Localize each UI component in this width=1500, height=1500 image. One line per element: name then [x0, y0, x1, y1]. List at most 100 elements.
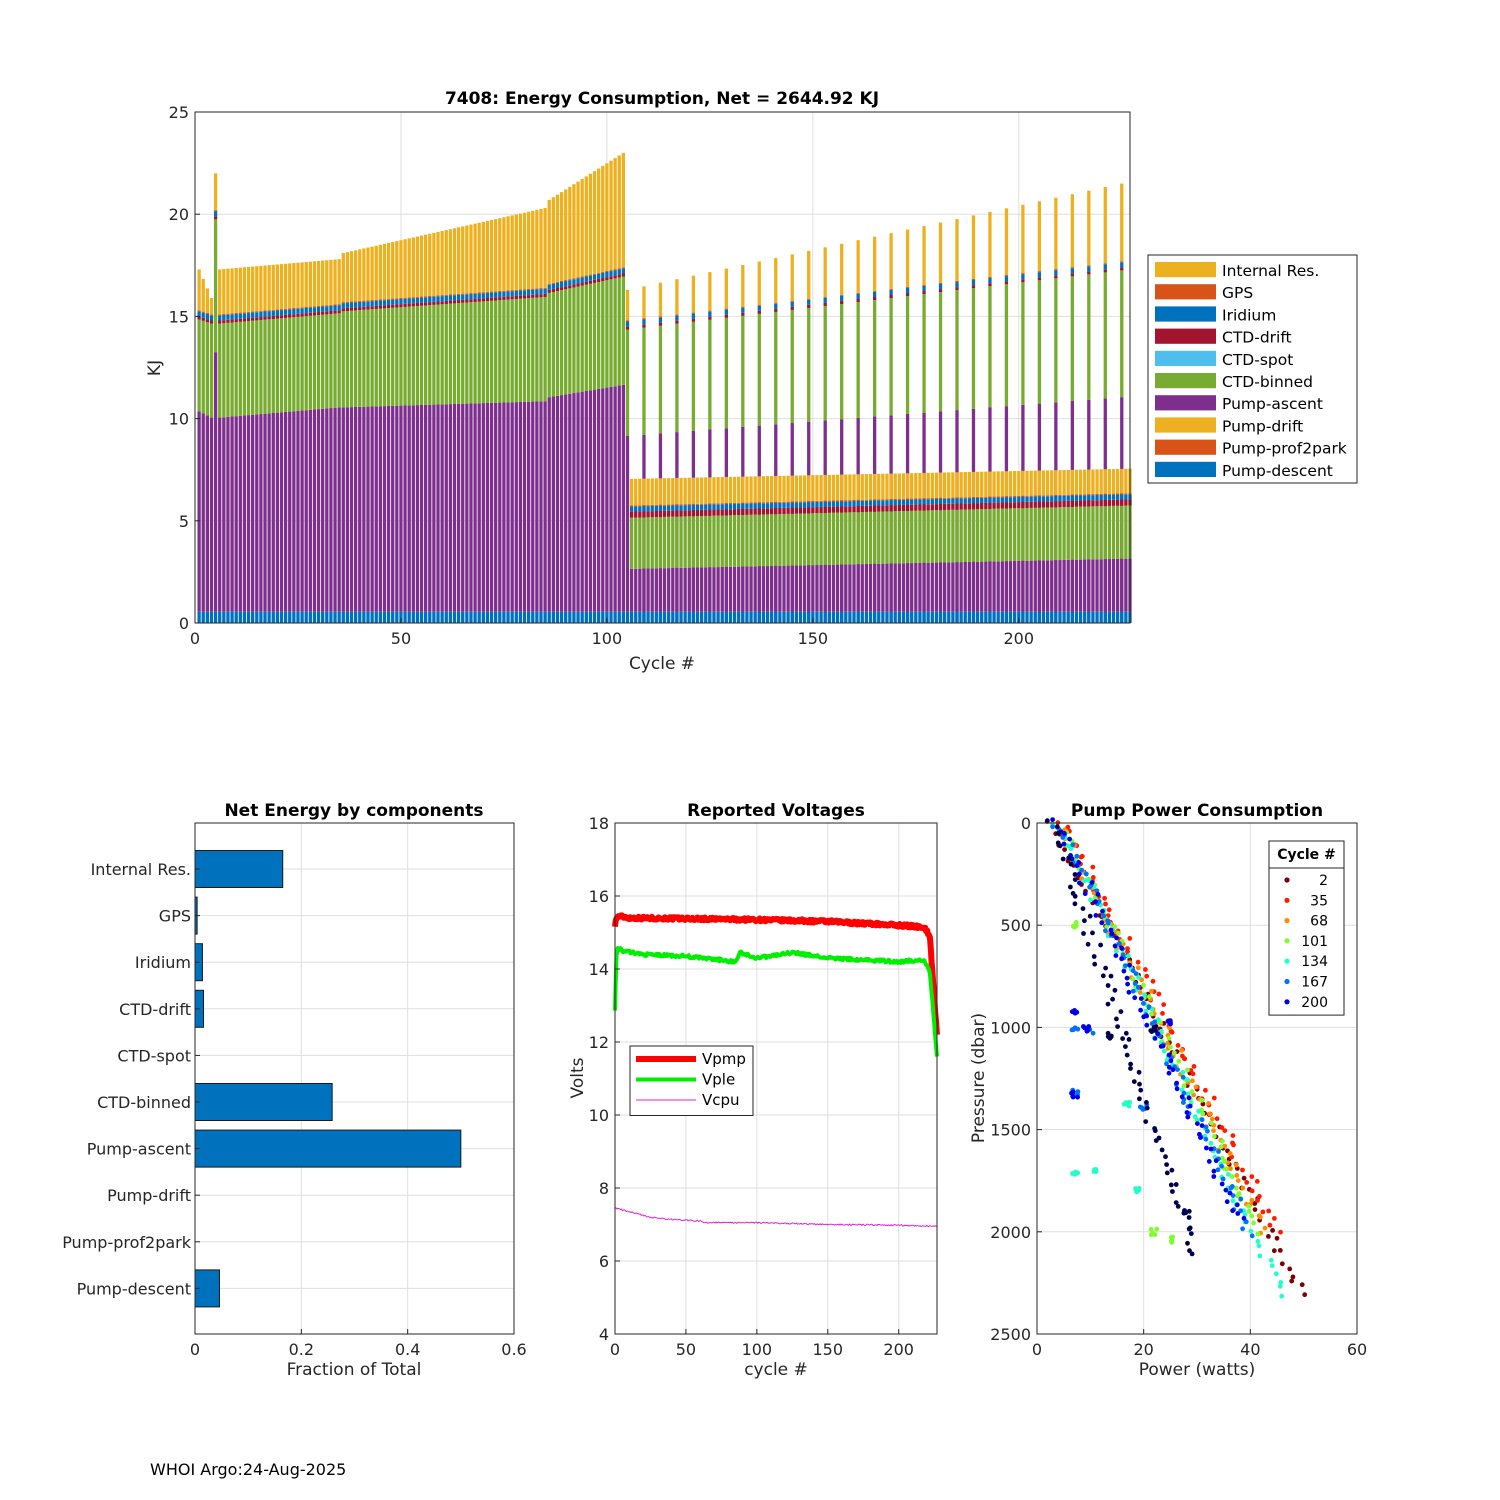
pump-point: [1240, 1226, 1245, 1232]
energy-bar-segment: [1078, 500, 1083, 507]
energy-bar-segment: [852, 611, 856, 623]
energy-bar-segment: [955, 497, 959, 499]
energy-bar-segment: [844, 512, 848, 565]
energy-bar-segment: [667, 510, 671, 517]
energy-bar-segment: [625, 435, 630, 612]
energy-bar-segment: [646, 611, 650, 623]
energy-bar-segment: [353, 406, 358, 612]
energy-bar-segment: [613, 275, 617, 279]
energy-bar-segment: [724, 308, 728, 310]
pump-point: [1249, 1174, 1255, 1179]
energy-bar-segment: [1000, 496, 1004, 498]
pump-point: [1278, 1280, 1284, 1285]
energy-bar-segment: [205, 319, 210, 323]
energy-bar-segment: [634, 506, 638, 512]
energy-bar-segment: [848, 512, 852, 565]
energy-bar-segment: [658, 322, 663, 326]
energy-bar-segment: [251, 311, 255, 313]
voltages-title: Reported Voltages: [687, 801, 865, 821]
energy-bar-cycle-92: [572, 184, 576, 623]
pump-legend-marker: [1284, 958, 1290, 964]
energy-bar-segment: [209, 323, 214, 418]
components-axes-background: [195, 823, 514, 1334]
energy-bar-segment: [531, 289, 535, 295]
energy-bar-segment: [831, 506, 836, 513]
energy-bar-segment: [564, 281, 568, 287]
energy-bar-segment: [617, 155, 621, 269]
energy-bar-segment: [823, 506, 827, 513]
energy-bar-segment: [1033, 501, 1037, 508]
energy-legend[interactable]: Internal Res.GPSIridiumCTD-driftCTD-spot…: [1147, 254, 1358, 484]
pump-point: [1176, 1058, 1182, 1064]
pump-point: [1137, 990, 1143, 995]
energy-bar-segment: [1091, 495, 1095, 501]
energy-bar-segment: [230, 416, 234, 612]
energy-bar-cycle-125: [708, 477, 712, 623]
pump-point: [1072, 1010, 1078, 1016]
energy-bar-segment: [716, 567, 720, 612]
energy-bar-segment: [531, 210, 535, 289]
energy-bar-cycle-151: [815, 475, 819, 623]
energy-bar-segment: [506, 291, 510, 297]
energy-bar-segment: [761, 514, 766, 567]
energy-bar-segment: [1099, 500, 1103, 507]
energy-bar-segment: [642, 324, 646, 328]
pump-point: [1203, 1087, 1208, 1093]
energy-bar-cycle-197: [1004, 471, 1009, 623]
energy-bar-segment: [201, 317, 205, 321]
energy-bar-segment: [728, 476, 733, 504]
energy-bar-cycle-211: [1062, 470, 1066, 623]
energy-bar-segment: [782, 565, 786, 612]
energy-bar-segment: [316, 611, 321, 623]
energy-bar-segment: [1095, 494, 1099, 496]
pump-series-225: [1044, 818, 1195, 1257]
energy-bar-segment: [951, 562, 955, 612]
energy-bar-segment: [1037, 277, 1042, 281]
energy-bar-segment: [502, 296, 506, 300]
energy-bar-segment: [959, 497, 963, 499]
energy-bar-segment: [502, 290, 506, 292]
energy-bar-segment: [807, 307, 811, 422]
energy-bar-segment: [1087, 266, 1091, 272]
energy-bar-segment: [905, 296, 910, 414]
energy-bar-segment: [288, 309, 292, 315]
energy-bar-segment: [325, 611, 329, 623]
energy-legend-item: CTD-spot: [1155, 350, 1293, 369]
pump-point: [1126, 989, 1132, 995]
energy-bar-segment: [1120, 558, 1124, 612]
energy-bar-segment: [444, 404, 448, 612]
pump-point: [1161, 1002, 1167, 1007]
energy-bar-segment: [296, 313, 300, 317]
energy-bar-segment: [205, 288, 210, 313]
energy-bar-segment: [436, 304, 440, 405]
energy-bar-segment: [683, 567, 687, 612]
energy-bar-segment: [798, 475, 803, 502]
energy-bar-segment: [988, 496, 992, 498]
energy-bar-segment: [498, 300, 502, 403]
energy-bar-segment: [1107, 559, 1112, 612]
energy-bar-segment: [222, 323, 226, 418]
energy-bar-segment: [658, 282, 663, 317]
energy-bar-segment: [597, 281, 601, 389]
energy-bar-segment: [642, 611, 646, 623]
energy-bar-segment: [811, 513, 815, 566]
energy-bar-segment: [1116, 493, 1120, 495]
energy-bar-segment: [370, 309, 374, 407]
energy-bar-segment: [687, 477, 691, 505]
energy-bar-segment: [469, 224, 473, 294]
pump-point: [1149, 988, 1154, 994]
pump-point: [1127, 1099, 1132, 1105]
energy-bar-segment: [366, 611, 370, 623]
energy-legend-swatch: [1155, 306, 1216, 322]
energy-bar-segment: [370, 611, 374, 623]
energy-bar-segment: [564, 611, 568, 623]
pump-point: [1166, 1035, 1172, 1041]
energy-bar-segment: [568, 280, 572, 286]
energy-bar-cycle-183: [947, 472, 951, 623]
pump-point: [1148, 1227, 1154, 1232]
energy-bar-segment: [646, 505, 650, 507]
energy-bar-segment: [815, 513, 819, 566]
energy-bar-segment: [1099, 493, 1103, 495]
